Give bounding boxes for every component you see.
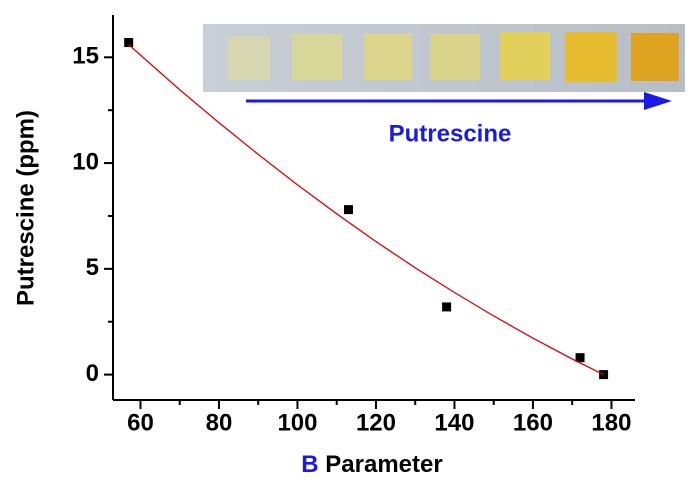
x-tick-label: 160 [513, 409, 553, 436]
y-tick-label: 10 [72, 148, 99, 175]
fit-curve [129, 45, 604, 375]
x-tick-label: 100 [277, 409, 317, 436]
x-tick-label: 120 [356, 409, 396, 436]
annotation: Putrescine [389, 120, 512, 147]
y-tick-label: 0 [86, 360, 99, 387]
y-axis-label: Putrescine (ppm) [12, 110, 39, 306]
point [124, 38, 133, 47]
x-tick-label: 60 [127, 409, 154, 436]
x-label-text: Parameter [325, 451, 442, 478]
point [344, 205, 353, 214]
y-tick-label: 15 [72, 43, 99, 70]
point [599, 370, 608, 379]
x-tick-label: 180 [591, 409, 631, 436]
color-strip [203, 24, 685, 92]
chart: Putrescine Putrescine (ppm) B Parameter … [0, 0, 691, 482]
x-tick-label: 80 [206, 409, 233, 436]
x-label-symbol: B [301, 451, 318, 478]
y-tick-label: 5 [86, 254, 99, 281]
x-tick-label: 140 [434, 409, 474, 436]
arrow [246, 92, 672, 110]
point [442, 302, 451, 311]
x-axis-label: B Parameter [301, 451, 442, 478]
